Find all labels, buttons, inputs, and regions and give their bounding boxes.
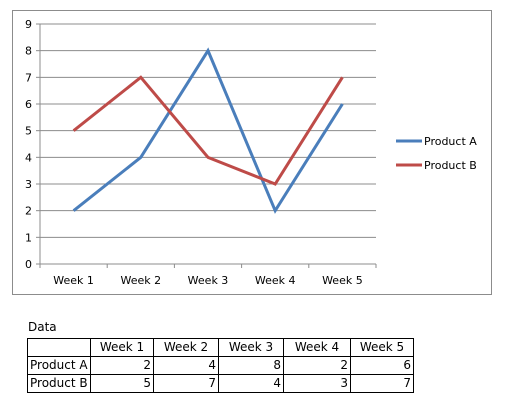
x-tick-label: Week 1 xyxy=(53,274,94,287)
x-tick-label: Week 3 xyxy=(188,274,229,287)
y-tick-label: 9 xyxy=(25,18,32,31)
y-tick-label: 8 xyxy=(25,45,32,58)
y-tick-label: 2 xyxy=(25,205,32,218)
data-table-header: Week 1 xyxy=(90,338,154,357)
data-table-header: Week 2 xyxy=(153,338,219,357)
y-tick-label: 0 xyxy=(25,258,32,271)
data-table-header: Week 3 xyxy=(218,338,284,357)
data-table-header: Week 4 xyxy=(283,338,351,357)
data-table-row-label: Product A xyxy=(27,356,91,375)
x-tick-label: Week 4 xyxy=(255,274,296,287)
y-tick-label: 4 xyxy=(25,151,32,164)
x-tick-label: Week 5 xyxy=(322,274,363,287)
series-lines xyxy=(72,47,344,214)
data-table-header-row: Week 1 Week 2 Week 3 Week 4 Week 5 xyxy=(27,338,414,357)
y-tick-label: 6 xyxy=(25,98,32,111)
y-tick-label: 7 xyxy=(25,71,32,84)
data-table-cell: 8 xyxy=(218,356,284,375)
data-table-header: Week 5 xyxy=(350,338,414,357)
y-tick-label: 5 xyxy=(25,125,32,138)
x-tick-labels: Week 1 Week 2 Week 3 Week 4 Week 5 xyxy=(53,274,362,287)
y-tick-label: 1 xyxy=(25,231,32,244)
axes xyxy=(36,23,377,268)
series-line-product-b xyxy=(72,75,344,186)
y-tick-label: 3 xyxy=(25,178,32,191)
data-table-cell: 2 xyxy=(283,356,351,375)
data-table: Week 1 Week 2 Week 3 Week 4 Week 5 Produ… xyxy=(27,338,414,393)
legend: Product A Product B xyxy=(396,135,477,172)
y-tick-labels: 0 1 2 3 4 5 6 7 8 9 xyxy=(25,18,32,271)
data-table-row: Product B 5 7 4 3 7 xyxy=(27,374,414,393)
data-table-cell: 2 xyxy=(90,356,154,375)
data-table-cell: 6 xyxy=(350,356,414,375)
legend-label: Product A xyxy=(424,135,477,148)
data-table-cell: 4 xyxy=(153,356,219,375)
data-table-cell: 3 xyxy=(283,374,351,393)
series-line-product-a xyxy=(72,47,344,214)
data-table-row: Product A 2 4 8 2 6 xyxy=(27,356,414,375)
gridlines xyxy=(40,23,376,238)
data-table-cell: 7 xyxy=(153,374,219,393)
data-title: Data xyxy=(28,320,57,334)
data-table-cell: 4 xyxy=(218,374,284,393)
x-tick-label: Week 2 xyxy=(120,274,161,287)
legend-label: Product B xyxy=(424,159,477,172)
data-table-corner xyxy=(27,338,91,357)
data-table-row-label: Product B xyxy=(27,374,91,393)
data-table-cell: 5 xyxy=(90,374,154,393)
data-table-cell: 7 xyxy=(350,374,414,393)
